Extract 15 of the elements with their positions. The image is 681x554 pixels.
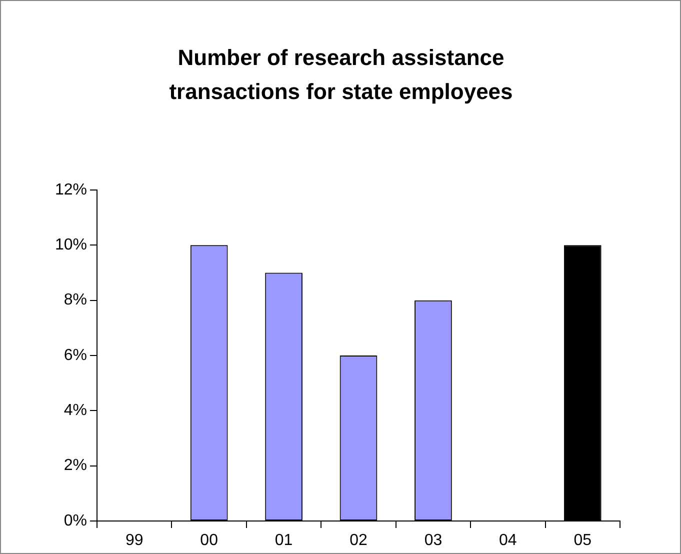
y-tick-label: 2% <box>64 457 87 474</box>
x-tick-label: 99 <box>125 532 144 550</box>
x-tick-label: 04 <box>499 532 517 550</box>
x-tick-label: 03 <box>424 532 442 550</box>
y-tick-label: 6% <box>64 346 87 364</box>
y-tick-label: 0% <box>64 512 87 530</box>
y-tick-label: 10% <box>54 236 87 254</box>
x-tick-label: 05 <box>574 532 592 550</box>
chart-title: Number of research assistance transactions for state employees <box>168 44 514 106</box>
x-tick-label: 01 <box>274 532 293 550</box>
y-tick-label: 4% <box>64 402 87 420</box>
y-tick-label: 8% <box>64 292 87 309</box>
y-tick-label: 12% <box>54 181 87 198</box>
x-tick-label: 00 <box>200 532 218 550</box>
x-tick-label: 02 <box>350 532 368 550</box>
